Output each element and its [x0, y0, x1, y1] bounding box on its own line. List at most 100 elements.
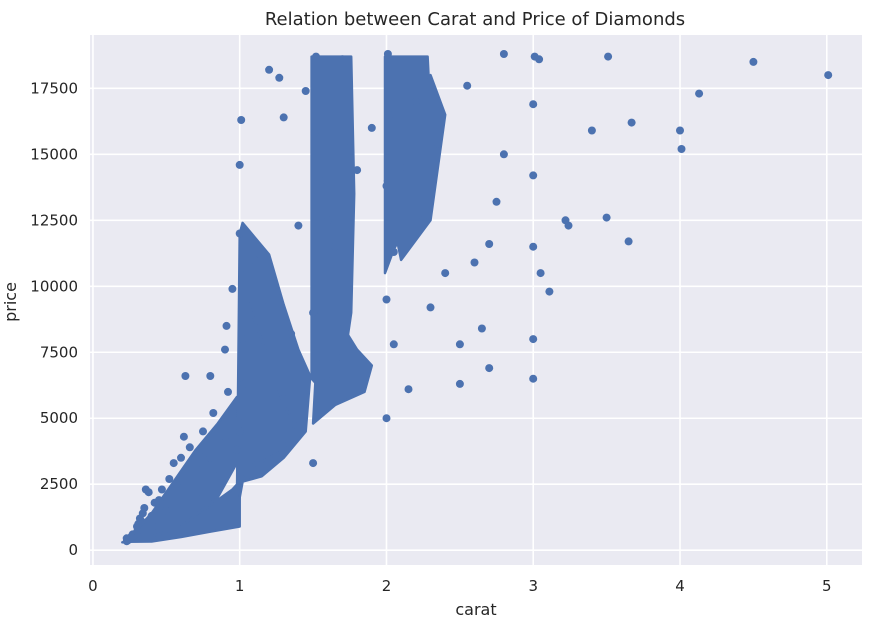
data-point [265, 65, 274, 74]
data-point [602, 213, 611, 222]
data-point [235, 427, 244, 436]
data-point [206, 372, 215, 380]
data-point [238, 335, 247, 344]
data-point [499, 50, 508, 58]
data-point [155, 496, 163, 505]
data-point [177, 453, 185, 462]
data-point [529, 100, 538, 109]
y-tick-label: 15000 [30, 145, 78, 163]
data-point [404, 385, 413, 394]
data-point [237, 116, 246, 124]
data-point [213, 472, 222, 481]
data-point [411, 97, 420, 106]
data-point [137, 517, 146, 526]
data-point [279, 113, 288, 122]
data-point [529, 242, 538, 251]
data-point [279, 387, 288, 396]
x-axis-label: carat [455, 600, 496, 619]
data-point [383, 50, 392, 58]
y-tick-label: 0 [68, 541, 78, 559]
data-point [209, 409, 218, 417]
data-point [169, 459, 178, 468]
data-point [221, 432, 229, 441]
data-point [165, 475, 174, 483]
data-point [323, 216, 332, 225]
data-point [382, 295, 391, 304]
chart-title: Relation between Carat and Price of Diam… [265, 9, 685, 30]
x-tick-label: 0 [88, 577, 98, 595]
data-point [470, 258, 479, 267]
data-point [301, 87, 310, 95]
data-point [338, 55, 347, 64]
data-point [275, 73, 284, 82]
data-point [382, 414, 391, 423]
data-point [545, 287, 554, 296]
data-point [353, 166, 362, 175]
data-point [419, 216, 428, 225]
x-tick-label: 2 [382, 577, 392, 595]
data-point [385, 110, 394, 119]
y-tick-label: 7500 [40, 343, 78, 361]
data-point [316, 176, 325, 185]
data-point [222, 321, 231, 330]
data-point [162, 506, 171, 515]
data-point [287, 329, 296, 338]
data-point [627, 118, 636, 127]
point-cluster [238, 298, 297, 468]
x-tick-label: 1 [235, 577, 245, 595]
data-point [199, 427, 207, 436]
data-point [206, 453, 215, 462]
data-point [433, 139, 442, 148]
data-point [179, 432, 188, 441]
data-point [382, 182, 391, 190]
data-point [345, 137, 354, 146]
data-point [676, 126, 684, 135]
data-point [535, 55, 544, 64]
data-point [499, 150, 508, 159]
data-point [426, 303, 435, 312]
data-point [243, 269, 251, 278]
data-point [310, 129, 319, 138]
data-point [294, 221, 303, 230]
data-point [604, 52, 613, 61]
data-point [157, 485, 166, 494]
y-tick-label: 2500 [40, 475, 78, 493]
data-point [441, 269, 450, 278]
data-point [240, 379, 249, 388]
data-point [677, 145, 686, 153]
data-point [455, 379, 464, 388]
data-point [181, 372, 190, 380]
data-point [235, 160, 244, 169]
data-point [367, 123, 376, 132]
data-point [824, 71, 833, 80]
data-point [191, 461, 200, 470]
data-point [194, 448, 203, 457]
data-point [695, 89, 704, 98]
data-point [338, 353, 347, 362]
data-point [485, 240, 494, 248]
data-point [397, 163, 406, 172]
y-tick-label: 5000 [40, 409, 78, 427]
data-point [228, 284, 237, 293]
y-tick-label: 17500 [30, 79, 78, 97]
data-point [185, 443, 194, 452]
data-point [144, 488, 153, 497]
data-point [529, 374, 538, 383]
data-point [389, 248, 398, 256]
data-point [529, 335, 538, 344]
data-point [477, 324, 486, 333]
data-point [162, 493, 171, 502]
data-point [265, 298, 274, 307]
data-point [529, 171, 538, 180]
data-point [323, 377, 332, 386]
data-point-clusters [121, 55, 447, 544]
data-point [140, 504, 149, 512]
x-tick-label: 5 [822, 577, 832, 595]
data-point [309, 308, 318, 317]
data-point [237, 475, 246, 483]
y-tick-label: 10000 [30, 277, 78, 295]
data-point [224, 387, 232, 396]
data-point [492, 197, 501, 206]
data-point [749, 57, 758, 66]
